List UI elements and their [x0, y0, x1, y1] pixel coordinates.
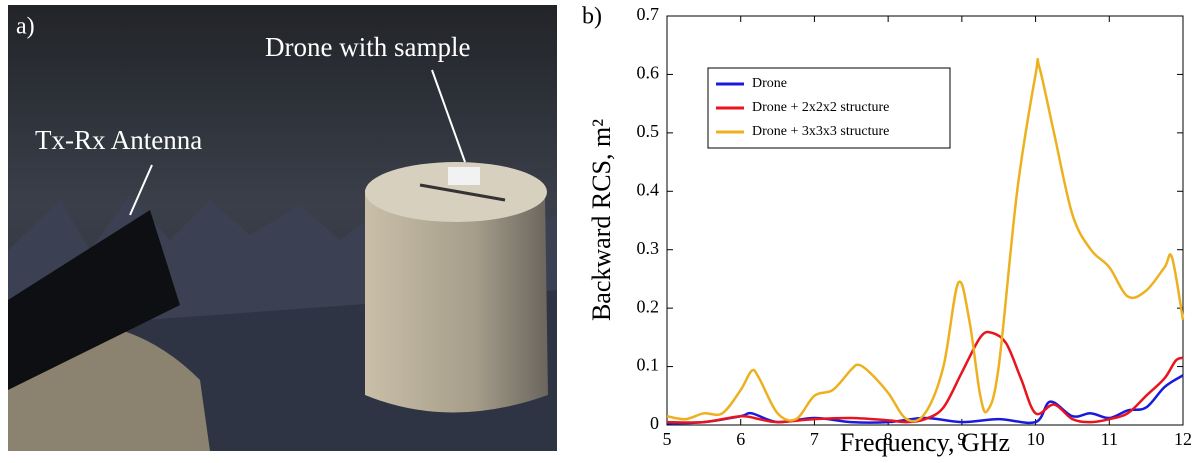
y-tick-label: 0.3 [637, 238, 660, 258]
y-tick-label: 0 [650, 413, 659, 433]
line-series [666, 57, 1185, 423]
annotation: Tx-Rx Antenna [35, 125, 202, 155]
y-tick-label: 0.7 [637, 4, 660, 24]
x-tick-label: 11 [1101, 429, 1118, 449]
x-tick-label: 9 [957, 429, 966, 449]
legend-label: Drone + 2x2x2 structure [752, 100, 889, 115]
chart: b) Frequency, GHz Backward RCS, m² 5 6 7 8 9… [582, 4, 1192, 457]
x-axis-label: Frequency, GHz [840, 428, 1010, 457]
antenna [8, 210, 180, 390]
x-tick-label: 12 [1174, 429, 1192, 449]
annotation-arrow [129, 164, 153, 216]
y-tick-label: 0.5 [637, 121, 660, 141]
x-tick-label: 6 [736, 429, 745, 449]
panel-label: b) [582, 4, 602, 30]
foam-cylinder [365, 176, 548, 413]
drone-arms [419, 183, 506, 202]
line-series [666, 330, 1184, 424]
legend-label: Drone [752, 76, 787, 91]
legend-box [707, 67, 951, 149]
plot-frame [666, 15, 1184, 426]
line-series [666, 374, 1184, 425]
legend-label: Drone + 3x3x3 structure [752, 124, 889, 139]
annotation-arrow [431, 69, 466, 163]
y-tick-label: 0.1 [637, 355, 660, 375]
x-tick-label: 10 [1027, 429, 1045, 449]
panel-label: a) [16, 14, 35, 40]
photo: a) Tx-Rx Antenna Drone with sample [8, 5, 557, 451]
x-tick-label: 5 [663, 429, 672, 449]
y-tick-label: 0.2 [637, 296, 660, 316]
y-axis-label: Backward RCS, m² [587, 119, 616, 321]
annotation: Drone with sample [265, 32, 470, 62]
y-tick-label: 0.6 [637, 63, 660, 83]
drone [448, 167, 480, 185]
x-tick-label: 7 [810, 429, 819, 449]
y-tick-label: 0.4 [637, 179, 660, 199]
x-tick-label: 8 [884, 429, 893, 449]
